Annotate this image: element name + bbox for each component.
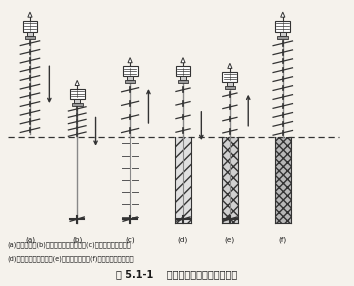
- Bar: [27, 32, 33, 36]
- Text: (d)原位重复搞拌下沉；(e)提升噴浆搞拌；(f)搞拌完毕形成加固体: (d)原位重复搞拌下沉；(e)提升噴浆搞拌；(f)搞拌完毕形成加固体: [8, 255, 134, 262]
- Polygon shape: [28, 12, 32, 17]
- Bar: [70, 89, 85, 99]
- Bar: [175, 137, 191, 223]
- Bar: [180, 76, 186, 80]
- Text: (a): (a): [25, 237, 35, 243]
- Bar: [127, 76, 133, 80]
- Bar: [178, 80, 188, 83]
- Bar: [25, 36, 35, 39]
- Polygon shape: [128, 57, 132, 63]
- Text: (c): (c): [125, 237, 135, 243]
- Polygon shape: [75, 80, 79, 86]
- Polygon shape: [228, 63, 232, 68]
- Bar: [222, 137, 238, 223]
- Bar: [227, 82, 233, 86]
- Polygon shape: [281, 12, 285, 17]
- Text: (d): (d): [178, 237, 188, 243]
- Text: (f): (f): [279, 237, 287, 243]
- Text: 图 5.1-1    水泥搞拌桦施工程序示意图: 图 5.1-1 水泥搞拌桦施工程序示意图: [116, 270, 238, 280]
- Bar: [275, 21, 290, 32]
- Bar: [23, 21, 38, 32]
- Bar: [280, 32, 286, 36]
- Bar: [125, 80, 135, 83]
- Polygon shape: [181, 57, 185, 63]
- Bar: [222, 72, 237, 82]
- Text: (e): (e): [225, 237, 235, 243]
- Text: (a)定位下沉；(b)沉入到设计要求深度；(c)第一次提升噴浆搞拌: (a)定位下沉；(b)沉入到设计要求深度；(c)第一次提升噴浆搞拌: [8, 241, 131, 248]
- Bar: [123, 66, 137, 76]
- Bar: [278, 36, 288, 39]
- Bar: [275, 137, 291, 223]
- Bar: [72, 103, 82, 106]
- Text: (b): (b): [72, 237, 82, 243]
- Bar: [176, 66, 190, 76]
- Bar: [74, 99, 80, 103]
- Bar: [224, 86, 235, 89]
